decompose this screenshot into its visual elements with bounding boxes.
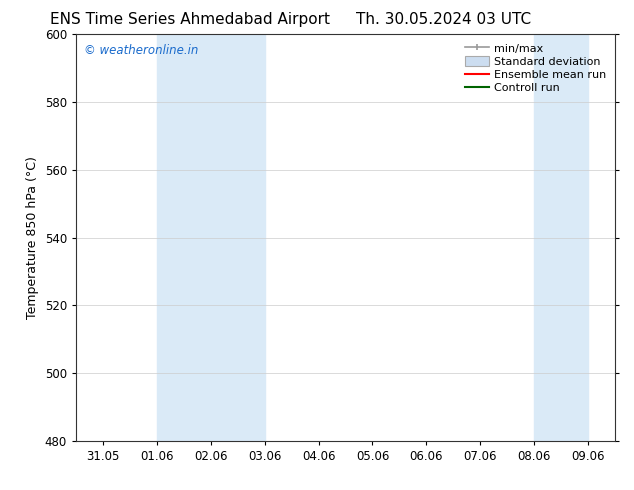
- Bar: [534, 34, 588, 441]
- Legend: min/max, Standard deviation, Ensemble mean run, Controll run: min/max, Standard deviation, Ensemble me…: [462, 40, 609, 97]
- Text: Th. 30.05.2024 03 UTC: Th. 30.05.2024 03 UTC: [356, 12, 531, 27]
- Bar: [157, 34, 265, 441]
- Text: ENS Time Series Ahmedabad Airport: ENS Time Series Ahmedabad Airport: [50, 12, 330, 27]
- Y-axis label: Temperature 850 hPa (°C): Temperature 850 hPa (°C): [26, 156, 39, 319]
- Text: © weatheronline.in: © weatheronline.in: [84, 45, 198, 57]
